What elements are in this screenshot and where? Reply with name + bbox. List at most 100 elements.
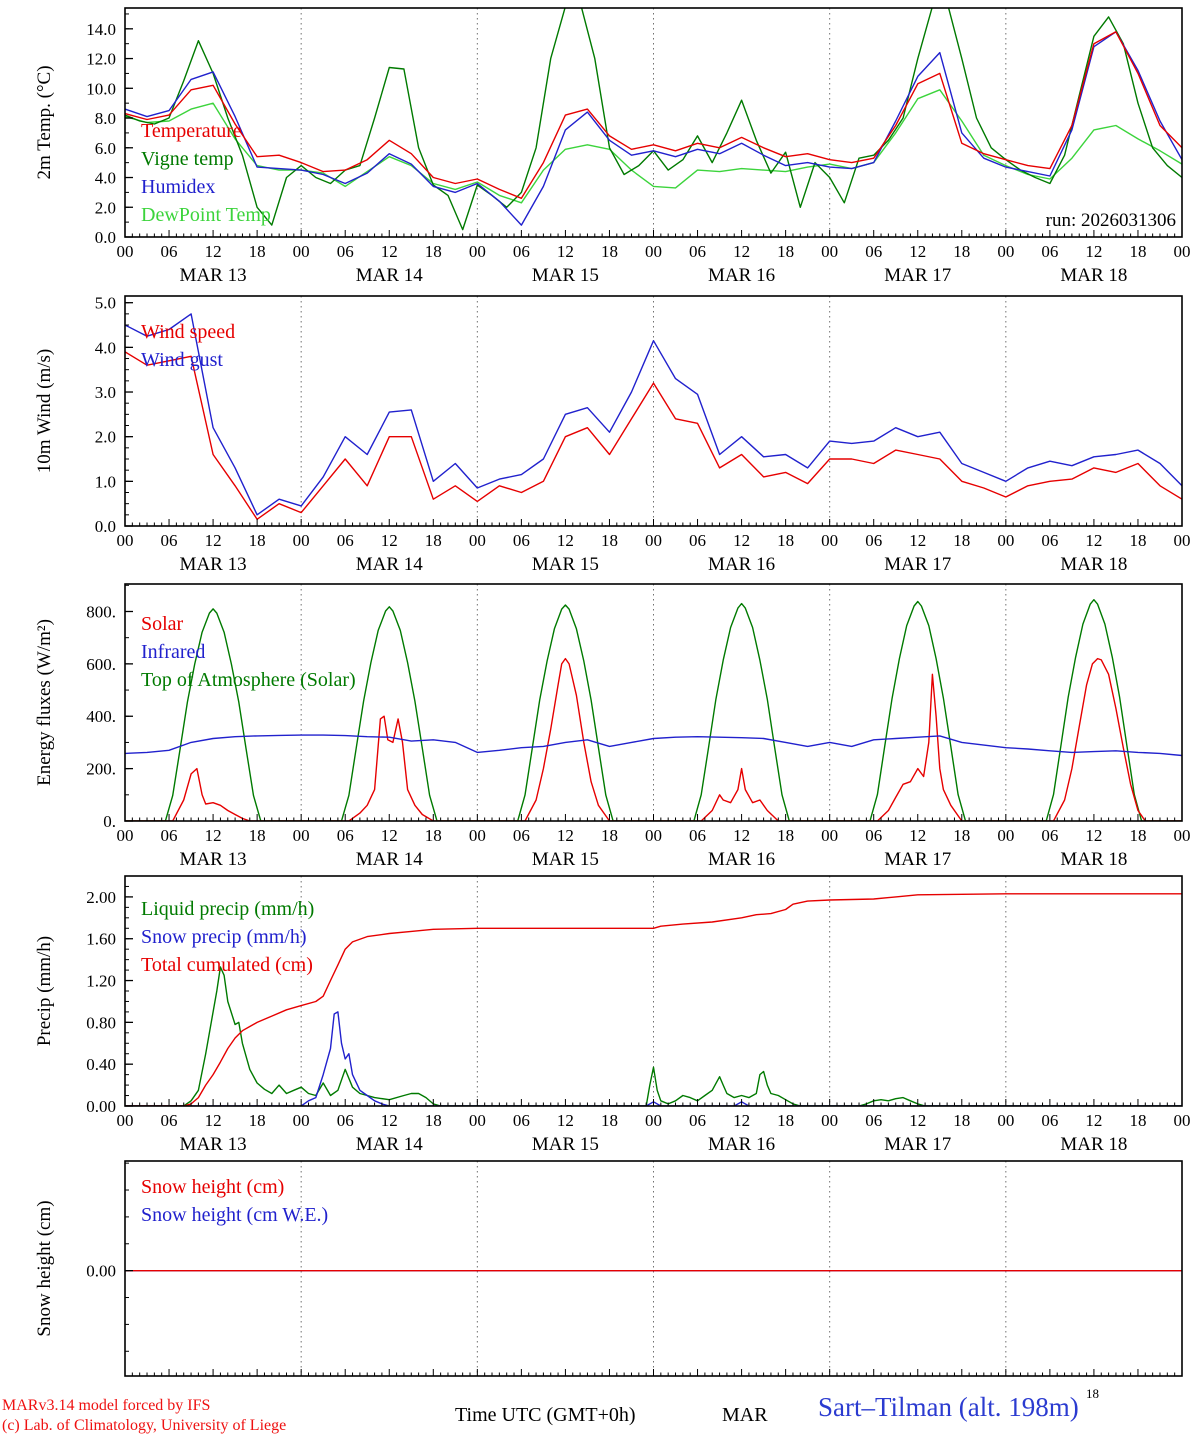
y-tick-label: 0.00 <box>86 1097 116 1116</box>
y-tick-label: 1.60 <box>86 930 116 949</box>
hour-tick-label: 12 <box>381 1111 398 1130</box>
hour-tick-label: 06 <box>513 531 530 550</box>
hour-tick-label: 00 <box>821 1111 838 1130</box>
panel-fluxes: 0. 200. 400. 600. 800. 00 06 12 18 00 06 12 18 00 06 12… <box>34 583 1191 870</box>
day-label: MAR 17 <box>884 1134 951 1155</box>
day-label: MAR 15 <box>532 265 599 286</box>
hour-tick-label: 18 <box>601 531 618 550</box>
series-wind-gust <box>125 313 1182 516</box>
hour-tick-label: 06 <box>161 531 178 550</box>
hour-tick-label: 06 <box>1041 826 1058 845</box>
hour-tick-label: 06 <box>337 1111 354 1130</box>
hour-tick-label: 18 <box>601 242 618 261</box>
y-tick-label: 0. <box>103 812 116 831</box>
hour-tick-label: 18 <box>1129 826 1146 845</box>
y-axis-title-precip: Precip (mm/h) <box>34 936 55 1046</box>
hour-tick-label: 06 <box>865 531 882 550</box>
y-axis-title-snowheight: Snow height (cm) <box>34 1200 55 1336</box>
time-axis-title: Time UTC (GMT+0h) <box>455 1404 636 1426</box>
credit-text: MARv3.14 model forced by IFS (c) Lab. of… <box>2 1396 286 1436</box>
day-label: MAR 18 <box>1060 1134 1127 1155</box>
hour-tick-label: 18 <box>1129 242 1146 261</box>
hour-tick-label: 00 <box>1174 1111 1191 1130</box>
day-label: MAR 15 <box>532 554 599 575</box>
hour-tick-label: 06 <box>1041 1111 1058 1130</box>
hour-tick-label: 18 <box>777 242 794 261</box>
station-label: Sart–Tilman (alt. 198m) <box>818 1392 1079 1422</box>
y-tick-label: 1.20 <box>86 972 116 991</box>
hour-tick-label: 18 <box>1129 1111 1146 1130</box>
hour-tick-label: 00 <box>997 242 1014 261</box>
legend-temp2m-0: Temperature <box>141 120 242 142</box>
hour-tick-label: 18 <box>601 1111 618 1130</box>
y-tick-label: 14.0 <box>86 20 116 39</box>
day-label: MAR 13 <box>180 849 247 870</box>
day-label: MAR 13 <box>180 265 247 286</box>
y-tick-label: 8.0 <box>95 109 116 128</box>
hour-tick-label: 00 <box>997 1111 1014 1130</box>
legend-temp2m-1: Vigne temp <box>141 148 234 170</box>
credit-line-1: MARv3.14 model forced by IFS <box>2 1397 211 1414</box>
hour-tick-label: 12 <box>909 1111 926 1130</box>
day-label: MAR 16 <box>708 1134 775 1155</box>
y-tick-label: 0.40 <box>86 1055 116 1074</box>
y-tick-label: 4.0 <box>95 169 116 188</box>
legend-fluxes-1: Infrared <box>141 641 205 663</box>
day-label: MAR 16 <box>708 554 775 575</box>
hour-tick-label: 00 <box>469 531 486 550</box>
hour-tick-label: 12 <box>733 242 750 261</box>
hour-tick-label: 00 <box>1174 242 1191 261</box>
hour-tick-label: 06 <box>161 826 178 845</box>
legend-wind10m-0: Wind speed <box>141 321 235 343</box>
hour-tick-label: 00 <box>293 826 310 845</box>
series-liquid-precip <box>125 966 1182 1106</box>
y-tick-label: 0.00 <box>86 1262 116 1281</box>
hour-tick-label: 12 <box>1085 1111 1102 1130</box>
hour-tick-label: 06 <box>161 242 178 261</box>
series-snow-precip <box>125 1011 1182 1106</box>
month-label: MAR <box>722 1404 768 1426</box>
hour-tick-label: 12 <box>205 826 222 845</box>
y-tick-label: 0.0 <box>95 228 116 247</box>
hour-tick-label: 18 <box>249 826 266 845</box>
hour-tick-label: 12 <box>1085 242 1102 261</box>
hour-tick-label: 06 <box>513 826 530 845</box>
hour-tick-label: 06 <box>865 826 882 845</box>
y-tick-label: 1.0 <box>95 472 116 491</box>
hour-tick-label: 18 <box>777 531 794 550</box>
hour-tick-label: 06 <box>337 242 354 261</box>
hour-tick-label: 12 <box>733 826 750 845</box>
hour-tick-label: 00 <box>117 531 134 550</box>
day-label: MAR 17 <box>884 554 951 575</box>
hour-tick-label: 00 <box>1174 531 1191 550</box>
legend-snowheight-1: Snow height (cm W.E.) <box>141 1204 328 1226</box>
hour-tick-label: 00 <box>645 826 662 845</box>
hour-tick-label: 18 <box>953 242 970 261</box>
hour-tick-label: 00 <box>645 531 662 550</box>
hour-tick-label: 12 <box>381 531 398 550</box>
hour-tick-label: 00 <box>821 242 838 261</box>
hour-tick-label: 06 <box>689 531 706 550</box>
y-tick-label: 600. <box>86 655 116 674</box>
hour-tick-label: 12 <box>205 242 222 261</box>
hour-tick-label: 06 <box>161 1111 178 1130</box>
panel-frame <box>124 7 1183 238</box>
legend-temp2m-2: Humidex <box>141 176 215 198</box>
day-label: MAR 14 <box>356 1134 424 1155</box>
hour-tick-label: 06 <box>689 1111 706 1130</box>
hour-tick-label: 00 <box>469 1111 486 1130</box>
hour-tick-label: 12 <box>557 1111 574 1130</box>
day-label: MAR 17 <box>884 265 951 286</box>
hour-tick-label: 12 <box>557 531 574 550</box>
panel-temp2m: 0.0 2.0 4.0 6.0 8.0 10.0 12.0 14.0 00 06 12 18 00 06 1… <box>34 7 1191 286</box>
hour-tick-label: 06 <box>1041 242 1058 261</box>
legend-temp2m-3: DewPoint Temp <box>141 204 271 226</box>
series-wind-speed <box>125 351 1182 520</box>
y-tick-label: 0.0 <box>95 517 116 536</box>
y-tick-label: 10.0 <box>86 79 116 98</box>
day-label: MAR 16 <box>708 849 775 870</box>
hour-tick-label: 00 <box>821 826 838 845</box>
hour-tick-label: 18 <box>425 531 442 550</box>
hour-tick-label: 12 <box>381 826 398 845</box>
